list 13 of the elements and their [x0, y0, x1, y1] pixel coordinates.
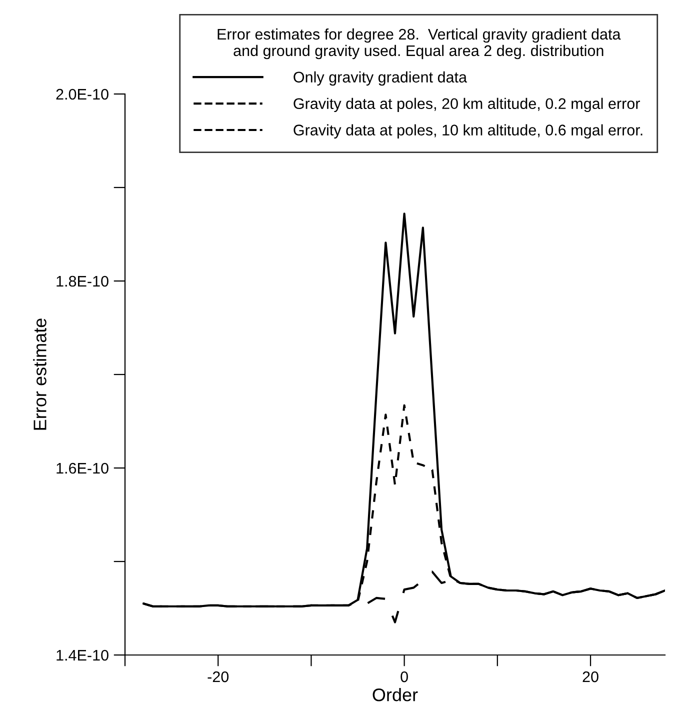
legend-label: Gravity data at poles, 10 km altitude, 0.6 mgal error.	[294, 124, 642, 139]
x-tick-label: 0	[400, 671, 408, 682]
x-axis-title: Order	[372, 688, 418, 702]
legend-label: Gravity data at poles, 20 km altitude, 0.2 mgal error	[294, 98, 640, 112]
legend-title: Error estimates for degree 28. Vertical gravity gradient data and ground gravity used. Equal area 2 deg. distribution	[218, 28, 621, 60]
legend-label: Only gravity gradient data	[294, 71, 468, 86]
x-tick-label: 20	[582, 671, 598, 682]
y-tick-label: 1.6E-10	[56, 462, 108, 474]
y-tick-label: 2.0E-10	[56, 88, 108, 100]
y-tick-label: 1.8E-10	[56, 276, 108, 287]
y-tick-label: 1.4E-10	[56, 650, 108, 661]
x-tick-label: -20	[208, 671, 229, 682]
y-axis-title: Error estimate	[33, 318, 46, 430]
